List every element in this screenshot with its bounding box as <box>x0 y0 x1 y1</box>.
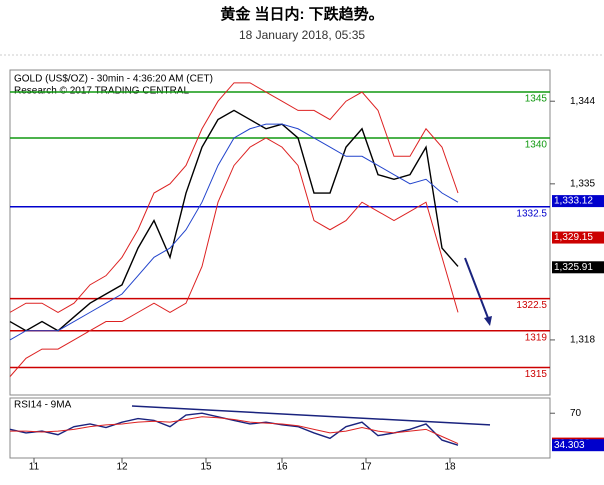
level-label: 1340 <box>525 140 548 151</box>
level-label: 1332.5 <box>516 208 547 219</box>
panel-label: GOLD (US$/OZ) - 30min - 4:36:20 AM (CET) <box>14 74 213 85</box>
rsi-label: RSI14 - 9MA <box>14 400 72 411</box>
series-line <box>9 137 459 377</box>
x-tick-label: 11 <box>29 462 40 473</box>
level-label: 1345 <box>525 94 548 105</box>
value-box <box>552 261 604 274</box>
rsi-panel <box>9 397 551 459</box>
value-box <box>552 231 604 244</box>
forecast-arrow <box>464 257 489 319</box>
level-label: 1319 <box>525 332 548 343</box>
value-box-label: 1,325.91 <box>554 262 593 273</box>
y-tick-label: 1,318 <box>570 335 595 346</box>
arrow-head <box>484 316 492 326</box>
x-tick-label: 17 <box>360 462 372 473</box>
y-tick-label: 70 <box>570 408 582 419</box>
x-tick-label: 15 <box>200 462 212 473</box>
series-line <box>9 412 459 446</box>
series-line <box>9 82 459 313</box>
x-tick-label: 18 <box>444 462 456 473</box>
panel-note: Research © 2017 TRADING CENTRAL <box>14 86 189 97</box>
value-box <box>552 195 604 208</box>
x-tick-label: 16 <box>276 462 288 473</box>
price-panel <box>9 69 551 396</box>
y-tick-label: 1,335 <box>570 178 595 189</box>
level-label: 1322.5 <box>516 300 547 311</box>
value-box-label: 1,329.15 <box>554 232 593 243</box>
trendline <box>131 405 491 426</box>
level-label: 1315 <box>525 369 548 380</box>
value-box <box>552 439 604 452</box>
value-box-label: 34.303 <box>554 440 585 451</box>
series-line <box>9 123 459 341</box>
x-tick-label: 12 <box>116 462 128 473</box>
series-line <box>9 109 459 332</box>
chart-subtitle: 18 January 2018, 05:35 <box>239 28 365 42</box>
series-line <box>10 416 459 445</box>
chart-title: 黄金 当日内: 下跌趋势。 <box>220 5 383 23</box>
y-tick-label: 1,344 <box>570 96 595 107</box>
value-box-label: 1,333.12 <box>554 196 593 207</box>
